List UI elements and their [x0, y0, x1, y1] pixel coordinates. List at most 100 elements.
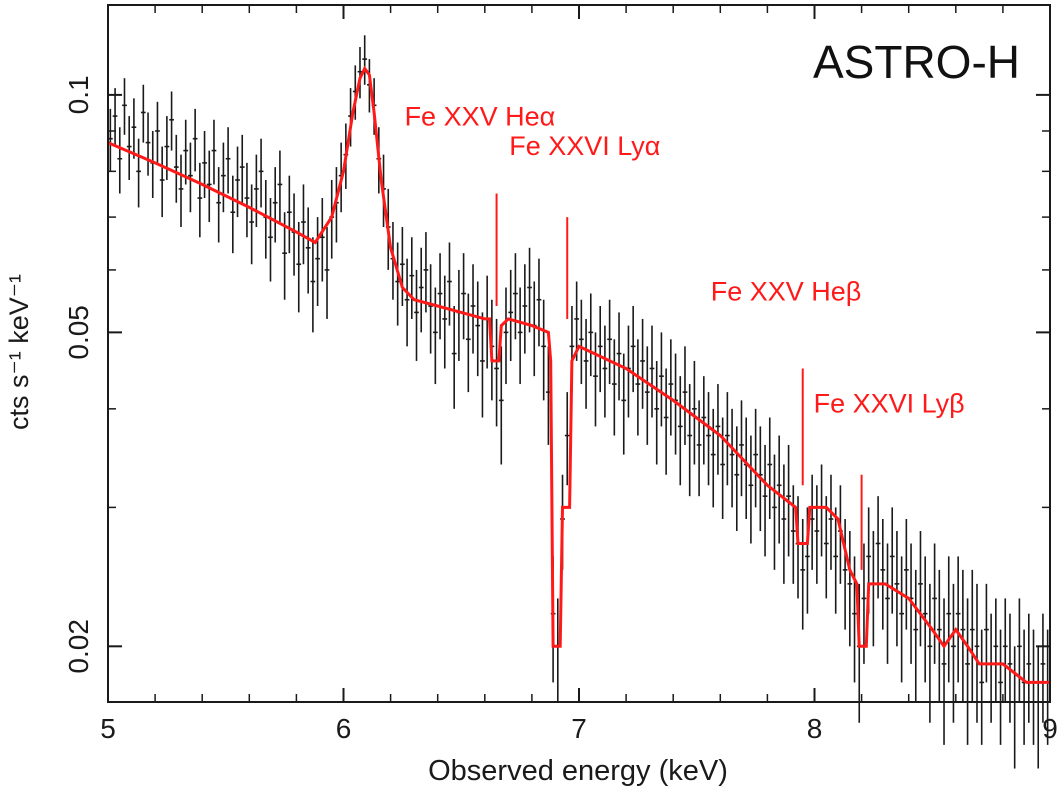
- data-point: [155, 101, 160, 163]
- data-point: [503, 287, 509, 385]
- data-point: [579, 299, 584, 385]
- data-point: [395, 242, 401, 326]
- data-point: [710, 408, 716, 508]
- data-point: [969, 569, 975, 702]
- data-point: [946, 556, 952, 683]
- y-axis-title: cts s⁻¹ keV⁻¹: [4, 274, 34, 430]
- data-point: [536, 258, 542, 347]
- data-point: [889, 507, 895, 614]
- data-point: [423, 232, 429, 313]
- data-point: [616, 312, 622, 401]
- data-point: [635, 339, 641, 436]
- data-point: [169, 91, 174, 151]
- data-point: [574, 281, 579, 361]
- data-point: [480, 312, 485, 418]
- data-point: [517, 287, 523, 385]
- data-point: [277, 150, 283, 223]
- data-point: [630, 306, 636, 393]
- data-point: [885, 543, 890, 664]
- data-point: [432, 287, 438, 385]
- data-point: [772, 454, 777, 570]
- data-point: [955, 556, 961, 683]
- data-point: [677, 376, 683, 486]
- data-point: [319, 198, 325, 282]
- data-point: [593, 332, 598, 427]
- data-point: [762, 444, 768, 557]
- axes-layer: 5 6 7 8 9 0.02 0.05 0.1: [63, 4, 1058, 744]
- data-point: [1021, 629, 1027, 745]
- data-point: [706, 392, 711, 486]
- data-point: [936, 569, 942, 702]
- data-point: [913, 569, 919, 702]
- data-point: [871, 531, 876, 647]
- data-point: [136, 138, 141, 208]
- data-point: [819, 464, 824, 557]
- data-point: [362, 35, 368, 85]
- data-point: [456, 269, 462, 361]
- data-point: [988, 613, 994, 723]
- annotation-label-fe26-lya: Fe XXVI Lyα: [509, 131, 660, 161]
- data-point: [1002, 598, 1008, 702]
- data-point: [315, 217, 320, 307]
- data-point: [743, 417, 749, 520]
- data-point: [842, 519, 848, 630]
- x-tick-label: 5: [100, 713, 116, 744]
- data-point: [800, 519, 806, 630]
- model-layer: [107, 65, 1050, 684]
- data-point: [861, 543, 867, 664]
- data-point: [767, 417, 773, 520]
- data-point: [1031, 629, 1036, 745]
- data-point: [951, 583, 956, 723]
- data-point: [823, 496, 829, 599]
- data-point: [541, 299, 547, 401]
- data-point: [192, 108, 198, 172]
- data-point: [781, 464, 787, 584]
- data-point: [112, 88, 118, 147]
- data-point: [748, 435, 754, 544]
- data-point: [903, 519, 909, 630]
- data-point: [611, 339, 617, 436]
- data-point: [993, 598, 999, 702]
- data-point: [409, 237, 415, 319]
- data-point: [400, 227, 405, 307]
- data-point: [739, 400, 744, 497]
- data-point: [494, 318, 499, 427]
- data-point: [1012, 646, 1018, 769]
- data-point: [597, 306, 603, 393]
- data-point: [235, 146, 240, 218]
- data-point: [753, 408, 758, 508]
- data-point: [117, 127, 123, 194]
- data-point: [602, 325, 608, 418]
- data-point: [244, 162, 250, 238]
- data-point: [880, 519, 886, 630]
- data-point: [1040, 613, 1046, 723]
- data-point: [979, 629, 985, 745]
- data-point: [296, 222, 302, 313]
- data-point: [527, 247, 532, 333]
- data-point: [301, 184, 306, 265]
- data-point: [140, 84, 146, 143]
- data-point: [588, 293, 594, 377]
- data-point: [225, 127, 231, 194]
- data-point: [1017, 598, 1022, 702]
- data-point: [729, 408, 735, 508]
- annotation-label-fe25-heb: Fe XXV Heβ: [711, 276, 862, 306]
- y-tick-label: 0.1: [63, 75, 94, 114]
- data-point: [692, 360, 697, 465]
- data-point: [607, 299, 612, 385]
- data-point: [239, 134, 245, 203]
- data-point: [1035, 646, 1041, 769]
- data-point: [828, 474, 834, 570]
- data-point: [178, 154, 184, 228]
- data-point: [1026, 613, 1032, 723]
- data-points-layer: [108, 35, 1050, 769]
- data-point: [640, 318, 645, 409]
- data-point: [932, 543, 937, 664]
- data-point: [145, 112, 151, 176]
- data-point: [465, 293, 471, 393]
- data-point: [230, 175, 236, 254]
- data-point: [847, 531, 853, 647]
- data-point: [899, 556, 904, 683]
- data-point: [875, 496, 881, 599]
